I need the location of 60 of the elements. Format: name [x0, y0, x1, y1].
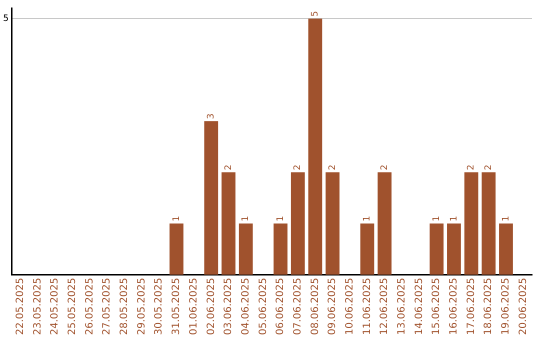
bar [430, 224, 444, 275]
x-tick-label: 12.06.2025 [379, 278, 390, 336]
bar [447, 224, 461, 275]
data-label: 2 [224, 164, 234, 170]
bar [499, 224, 513, 275]
bar [326, 172, 340, 275]
x-tick-label: 03.06.2025 [223, 278, 234, 336]
x-tick-label: 26.05.2025 [84, 278, 96, 336]
data-label: 5 [310, 10, 321, 17]
bar [308, 18, 322, 275]
x-tick-label: 30.05.2025 [154, 278, 165, 336]
bar [482, 172, 496, 275]
x-tick-label: 06.06.2025 [275, 278, 286, 336]
x-tick-label: 13.06.2025 [396, 278, 408, 336]
x-tick-label: 24.05.2025 [50, 278, 61, 336]
bar [238, 224, 253, 275]
x-tick-label: 05.06.2025 [258, 278, 269, 336]
data-label: 1 [172, 216, 182, 222]
x-tick-label: 11.06.2025 [362, 278, 373, 336]
x-tick-label: 31.05.2025 [171, 278, 182, 336]
data-label: 1 [241, 216, 252, 222]
data-label: 2 [328, 164, 338, 170]
data-label: 1 [501, 216, 512, 222]
x-tick-label: 18.06.2025 [483, 278, 494, 336]
data-label: 1 [449, 216, 460, 222]
x-tick-label: 09.06.2025 [327, 278, 338, 336]
x-tick-label: 17.06.2025 [466, 278, 477, 336]
x-tick-label: 22.05.2025 [14, 278, 26, 336]
bar [378, 172, 392, 275]
x-tick-label: 01.06.2025 [188, 278, 200, 336]
x-tick-label: 19.06.2025 [500, 278, 512, 336]
data-label: 2 [293, 164, 304, 170]
data-label: 2 [484, 164, 494, 170]
x-tick-label: 14.06.2025 [414, 278, 425, 336]
x-tick-label: 07.06.2025 [292, 278, 304, 336]
x-tick-label: 23.05.2025 [32, 278, 44, 336]
x-tick-label: 28.05.2025 [119, 278, 130, 336]
x-tick-label: 15.06.2025 [431, 278, 442, 336]
bar [204, 121, 218, 275]
data-label: 2 [380, 164, 390, 170]
x-tick-label: 08.06.2025 [310, 278, 321, 336]
x-tick-label: 25.05.2025 [67, 278, 78, 336]
x-tick-label: 27.05.2025 [102, 278, 113, 336]
data-label: 3 [206, 113, 217, 120]
bar [290, 172, 305, 275]
x-tick-label: 29.05.2025 [136, 278, 148, 336]
data-label: 1 [432, 216, 442, 222]
x-tick-label: 04.06.2025 [240, 278, 252, 336]
bar [274, 224, 288, 275]
bar [464, 172, 478, 275]
data-label: 2 [466, 164, 477, 170]
x-tick-label: 16.06.2025 [448, 278, 460, 336]
data-label: 1 [362, 216, 373, 222]
bar [222, 172, 236, 275]
bar [360, 224, 374, 275]
bar [170, 224, 184, 275]
x-tick-label: 10.06.2025 [344, 278, 356, 336]
x-tick-label: 20.06.2025 [518, 278, 529, 336]
x-tick-label: 02.06.2025 [206, 278, 217, 336]
data-label: 1 [276, 216, 286, 222]
